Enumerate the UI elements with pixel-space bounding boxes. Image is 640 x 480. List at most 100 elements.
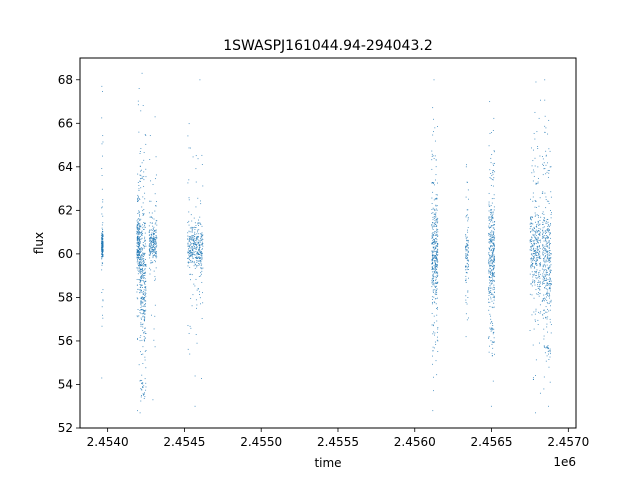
data-point (547, 241, 549, 243)
data-point (150, 216, 152, 218)
data-point (143, 336, 145, 337)
data-point (530, 225, 532, 227)
data-point (548, 246, 550, 248)
data-point (490, 281, 492, 283)
data-point (436, 243, 438, 245)
data-point (490, 235, 492, 237)
data-point (492, 332, 494, 333)
data-point (531, 285, 533, 287)
data-point (534, 253, 535, 254)
data-point (540, 282, 541, 284)
data-point (140, 313, 142, 315)
data-point (142, 177, 144, 179)
data-point (194, 234, 196, 236)
data-point (435, 253, 437, 255)
data-point (490, 315, 492, 317)
data-point (102, 234, 104, 236)
data-point (547, 282, 548, 284)
data-point (137, 225, 139, 227)
data-point (531, 271, 533, 273)
data-point (537, 255, 539, 257)
data-point (101, 247, 103, 249)
data-point (102, 215, 104, 217)
data-point (198, 229, 200, 231)
data-point (193, 243, 195, 245)
data-point (150, 260, 152, 262)
data-point (535, 229, 537, 231)
data-point (432, 262, 433, 264)
data-point (151, 247, 153, 249)
data-point (465, 247, 467, 249)
data-point (435, 267, 437, 269)
data-point (200, 252, 202, 254)
data-point (549, 254, 551, 256)
data-point (530, 216, 532, 218)
data-point (192, 250, 193, 252)
data-point (101, 243, 103, 245)
data-point (196, 260, 198, 262)
data-point (138, 237, 140, 239)
data-point (155, 235, 157, 237)
data-point (150, 251, 152, 253)
data-point (531, 253, 533, 255)
data-point (534, 239, 536, 241)
data-point (144, 281, 146, 283)
data-point (492, 173, 494, 175)
data-point (551, 212, 552, 214)
data-point (140, 225, 142, 227)
data-point (543, 335, 545, 337)
data-point (538, 205, 540, 207)
data-point (140, 323, 142, 325)
data-point (141, 227, 143, 229)
data-point (153, 328, 155, 330)
data-point (491, 292, 493, 294)
data-point (536, 183, 537, 185)
data-point (537, 252, 539, 253)
data-point (545, 256, 546, 258)
data-point (143, 260, 145, 261)
data-point (542, 245, 544, 247)
data-point (549, 381, 551, 383)
data-point (434, 257, 436, 259)
data-point (145, 239, 146, 241)
data-point (549, 233, 551, 235)
data-point (143, 274, 145, 276)
data-point (188, 261, 189, 263)
data-point (544, 248, 546, 250)
data-point (532, 276, 534, 278)
data-point (433, 244, 435, 245)
data-point (535, 237, 537, 239)
data-point (431, 260, 433, 262)
data-point (532, 223, 534, 225)
data-point (154, 240, 156, 242)
data-point (532, 282, 534, 283)
data-point (149, 135, 151, 137)
data-point (433, 184, 435, 186)
data-point (543, 226, 545, 228)
data-point (530, 231, 531, 233)
data-point (137, 269, 139, 271)
data-point (101, 234, 103, 235)
data-point (153, 226, 155, 228)
data-point (197, 253, 199, 254)
data-point (202, 234, 204, 236)
data-point (436, 259, 438, 260)
data-point (144, 240, 146, 242)
data-point (488, 290, 490, 292)
data-point (101, 248, 103, 250)
data-point (493, 170, 494, 171)
data-point (545, 199, 547, 201)
data-point (144, 236, 146, 238)
data-point (489, 255, 491, 257)
data-point (152, 255, 154, 257)
data-point (143, 179, 145, 181)
data-point (431, 227, 433, 229)
data-point (140, 325, 142, 327)
data-point (154, 247, 156, 249)
data-point (150, 244, 152, 246)
data-point (546, 237, 548, 239)
data-point (467, 247, 469, 249)
data-point (436, 258, 438, 259)
data-point (543, 346, 545, 348)
